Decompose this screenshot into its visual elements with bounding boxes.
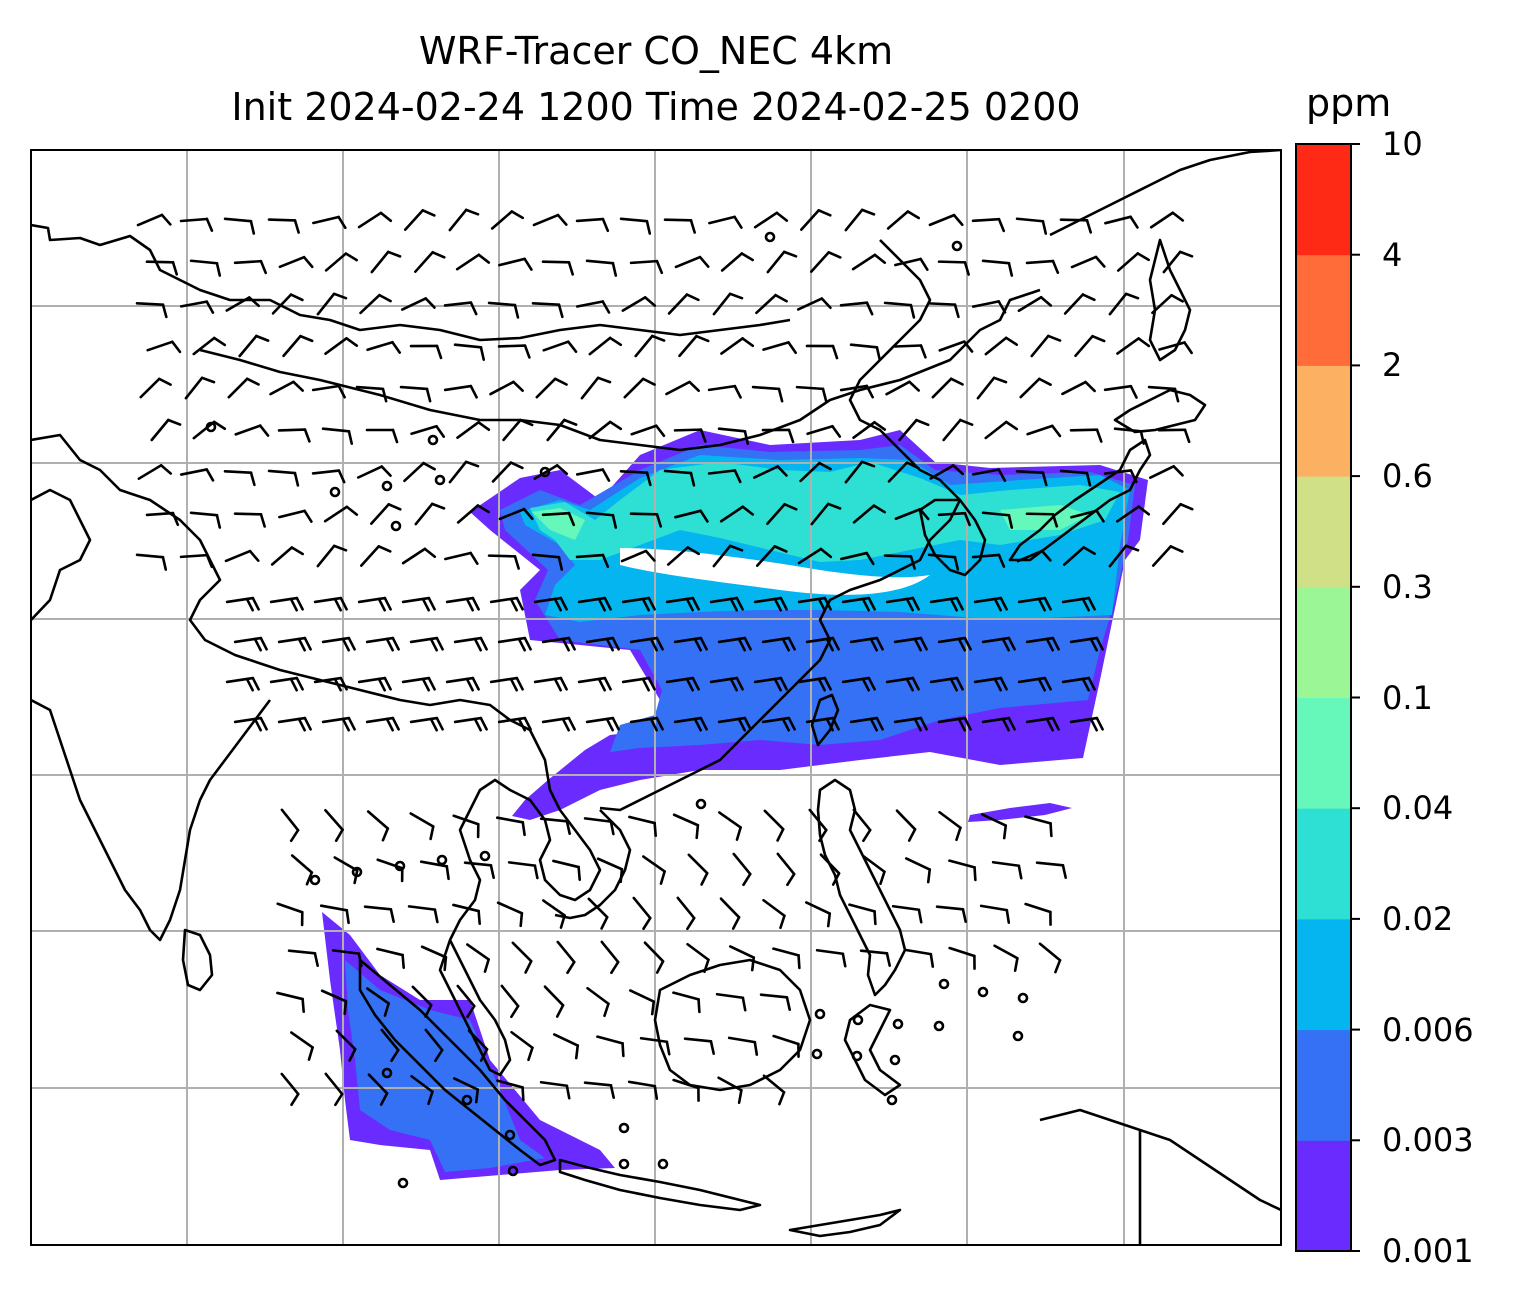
colorbar-tick-label: 0.02 <box>1382 901 1453 937</box>
colorbar-tick-label: 0.006 <box>1382 1012 1474 1048</box>
colorbar-segment <box>1296 698 1351 809</box>
colorbar-tick-label: 0.04 <box>1382 790 1453 826</box>
colorbar <box>1296 144 1360 1252</box>
colorbar-unit-label: ppm <box>1306 80 1391 126</box>
colorbar-segment <box>1296 1140 1351 1251</box>
colorbar-tick-label: 0.001 <box>1382 1233 1474 1269</box>
colorbar-segment <box>1296 587 1351 698</box>
colorbar-segments <box>1296 144 1351 1252</box>
colorbar-segment <box>1296 255 1351 366</box>
colorbar-tick-label: 0.003 <box>1382 1122 1474 1158</box>
colorbar-segment <box>1296 1030 1351 1141</box>
colorbar-segment <box>1296 919 1351 1030</box>
colorbar-ticks <box>1351 144 1360 1251</box>
colorbar-segment <box>1296 476 1351 587</box>
colorbar-tick-label: 2 <box>1382 347 1402 383</box>
colorbar-tick-label: 10 <box>1382 126 1423 162</box>
colorbar-tick-label: 0.3 <box>1382 569 1433 605</box>
colorbar-segment <box>1296 365 1351 476</box>
colorbar-tick-label: 4 <box>1382 237 1402 273</box>
colorbar-tick-label: 0.6 <box>1382 458 1433 494</box>
colorbar-segment <box>1296 144 1351 255</box>
colorbar-segment <box>1296 808 1351 919</box>
colorbar-tick-label: 0.1 <box>1382 680 1433 716</box>
